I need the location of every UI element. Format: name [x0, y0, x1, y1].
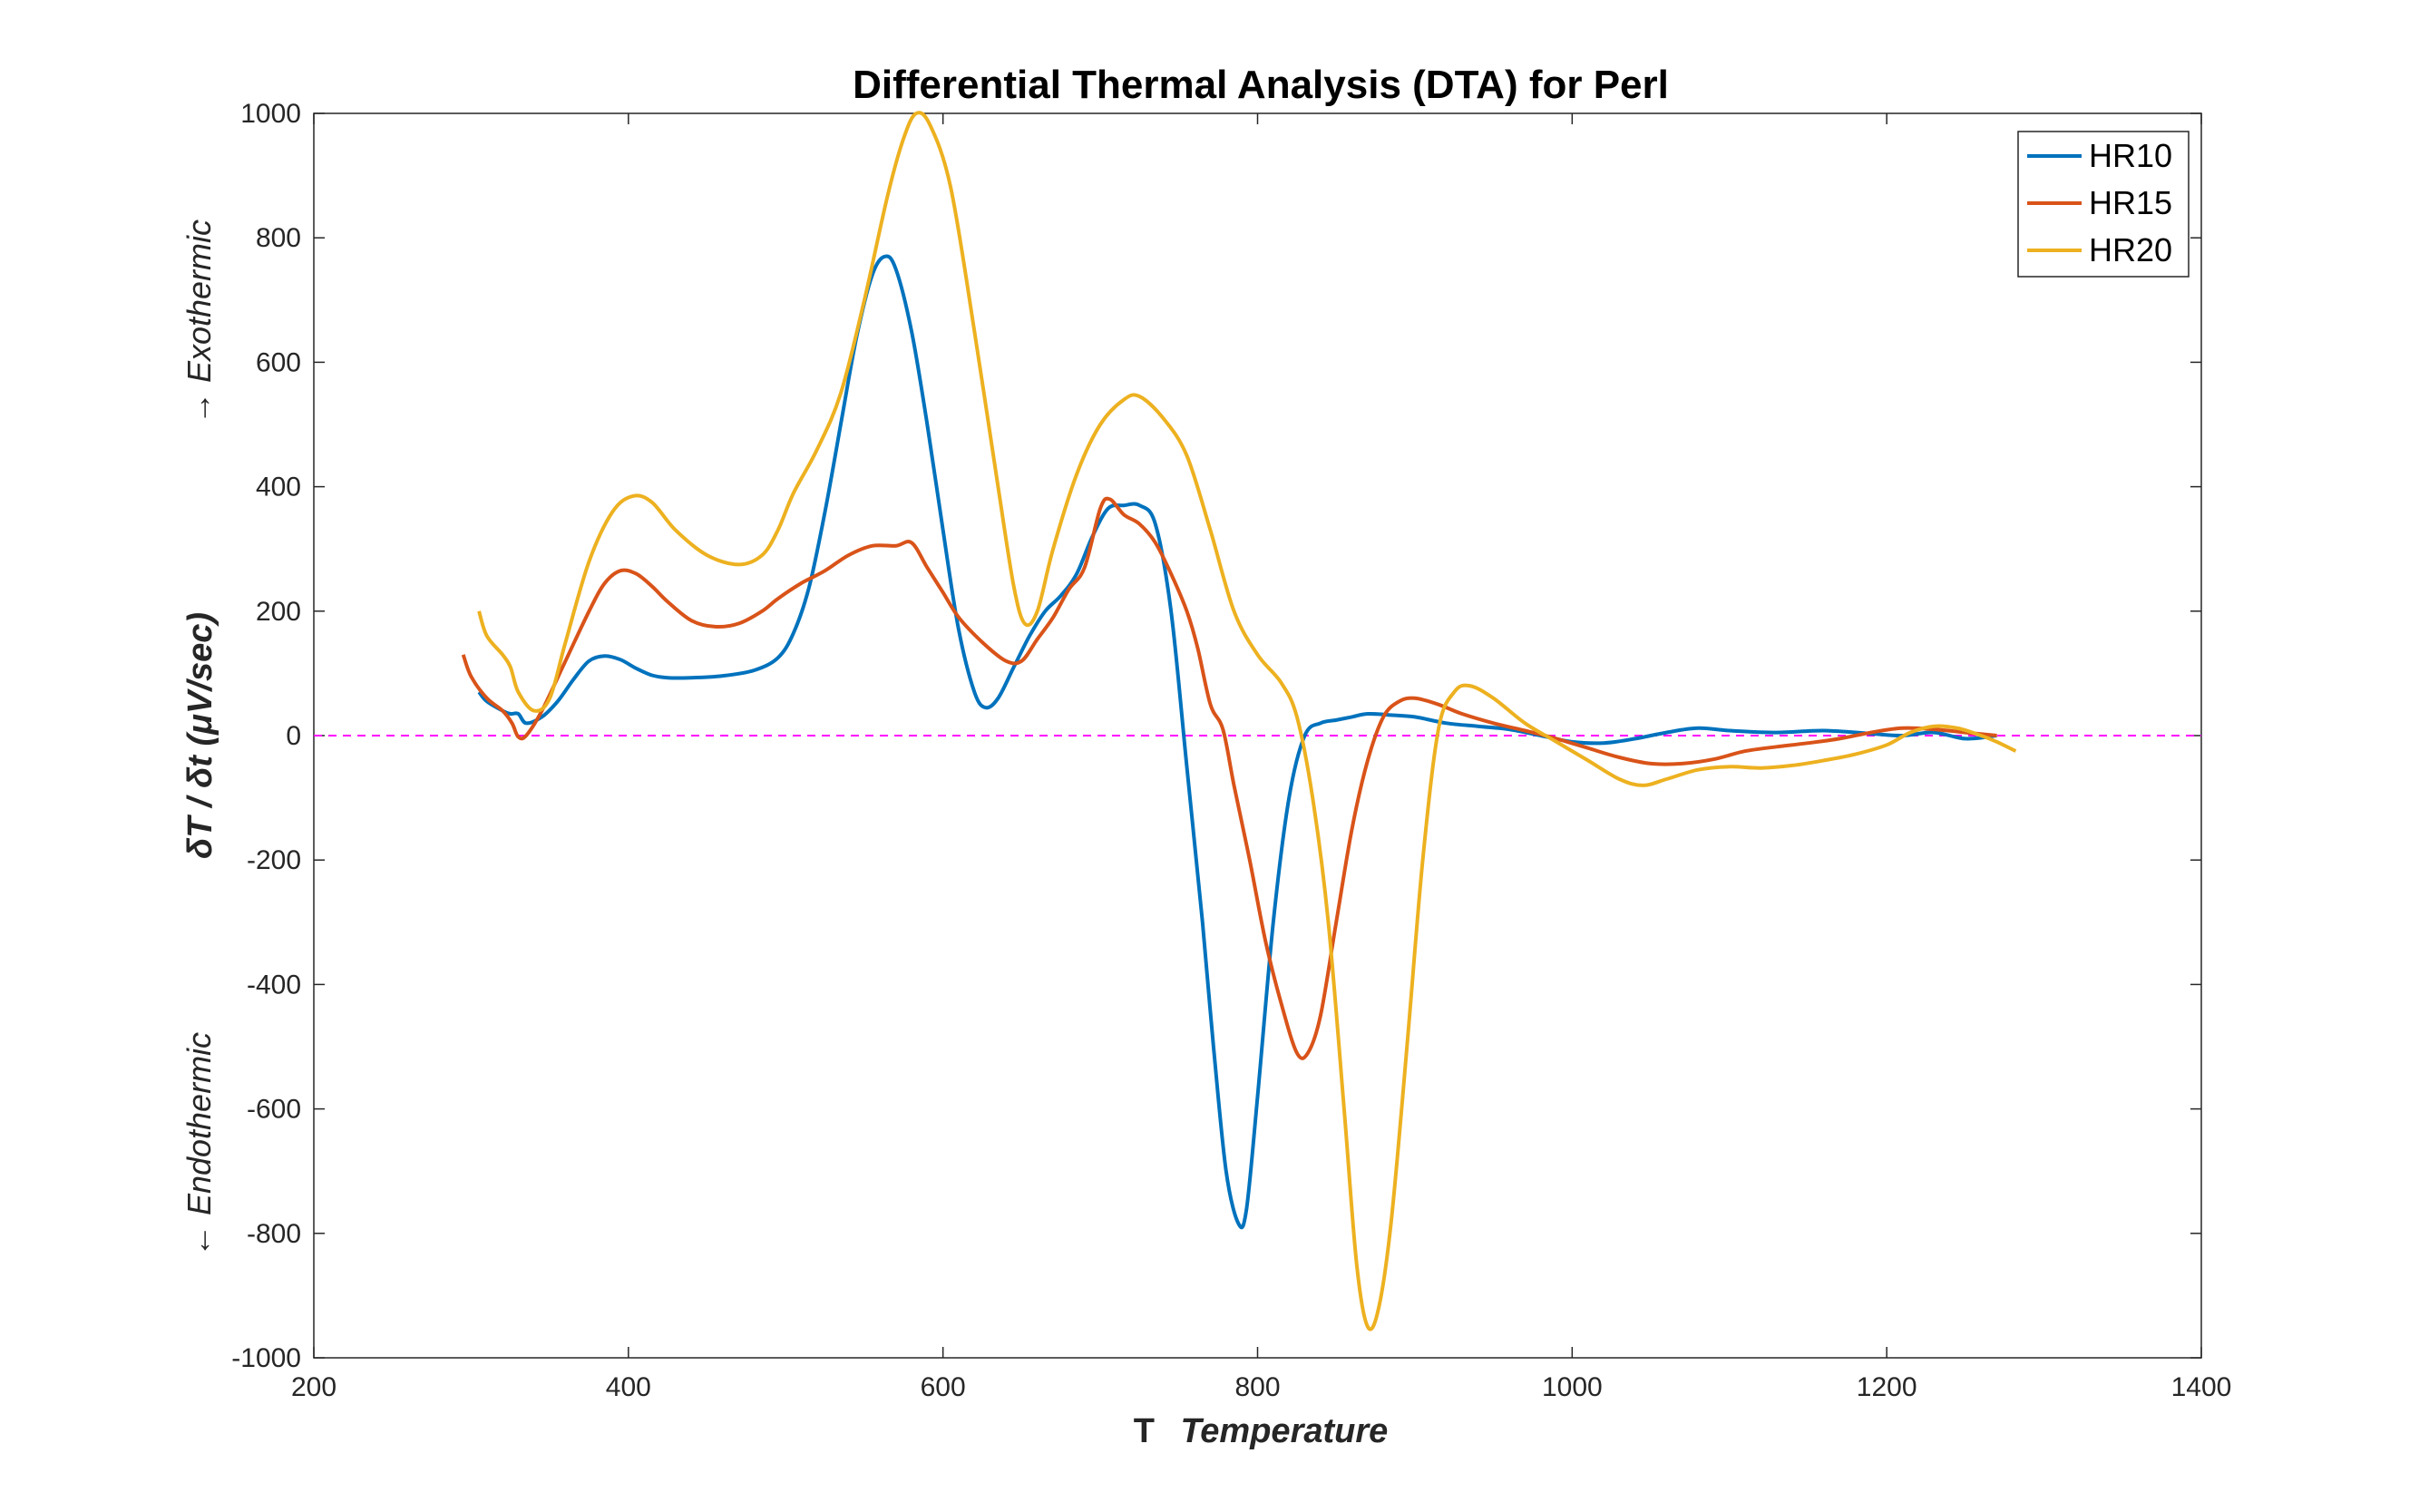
series-line-hr15	[461, 496, 1997, 1060]
x-axis-label-text: Temperature	[1181, 1412, 1389, 1450]
x-tick-label: 1200	[1857, 1372, 1917, 1402]
y-tick-label: -200	[247, 845, 301, 875]
series-line-hr10	[477, 254, 1997, 1230]
y-tick-label: 800	[256, 223, 301, 253]
y-tick-label: 400	[256, 473, 301, 502]
series-line-hr20	[477, 111, 2017, 1332]
y-tick-label: 0	[286, 721, 301, 751]
legend: HR10 HR15 HR20	[2017, 131, 2190, 278]
y-tick-label: -800	[247, 1219, 301, 1249]
y-tick-label: 200	[256, 597, 301, 627]
exothermic-annotation: → Exothermic	[180, 219, 218, 424]
x-tick-label: 400	[606, 1372, 651, 1402]
endothermic-annotation: ← Endothermic	[180, 1032, 218, 1257]
x-tick-label: 800	[1234, 1372, 1280, 1402]
legend-label-hr10: HR10	[2089, 137, 2172, 174]
x-tick-label: 1000	[1542, 1372, 1603, 1402]
chart-title: Differential Thermal Analysis (DTA) for …	[853, 63, 1669, 107]
y-tick-label: -600	[247, 1095, 301, 1125]
y-tick-label: -1000	[231, 1343, 301, 1373]
y-axis-ticks: 1000 800 600 400 200 0 -200 -400 -600 -800 -1000	[231, 99, 2201, 1373]
x-axis-label: T Temperature	[1134, 1412, 1389, 1450]
x-axis-ticks: 200 400 600 800 1000 1200 1400	[291, 113, 2231, 1402]
x-tick-label: 600	[921, 1372, 966, 1402]
y-tick-label: 1000	[240, 99, 301, 129]
legend-label-hr20: HR20	[2089, 231, 2172, 268]
x-tick-label: 1400	[2171, 1372, 2232, 1402]
series-lines	[461, 111, 2017, 1332]
y-axis-label: δT / δt (μV/sec)	[181, 612, 219, 859]
legend-label-hr15: HR15	[2089, 184, 2172, 221]
x-axis-label-prefix: T	[1134, 1412, 1155, 1450]
x-tick-label: 200	[291, 1372, 337, 1402]
y-tick-label: 600	[256, 347, 301, 377]
y-tick-label: -400	[247, 970, 301, 1000]
